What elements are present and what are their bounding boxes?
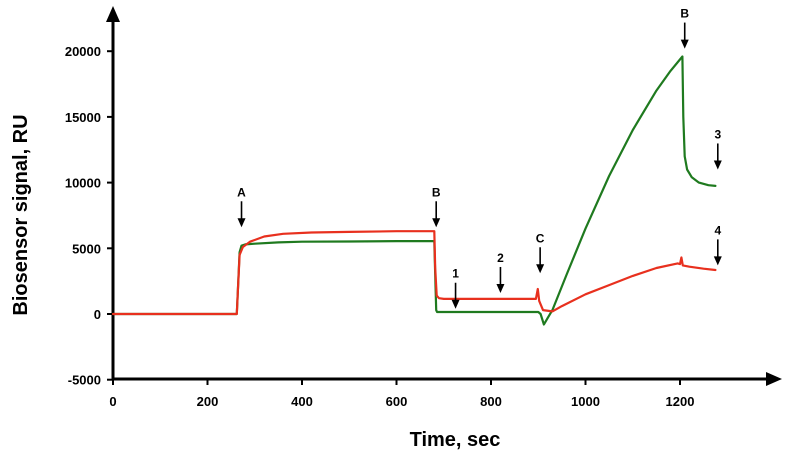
y-axis-arrowhead xyxy=(106,6,120,22)
annotation-label: 4 xyxy=(714,223,721,237)
annotation-4: 2 xyxy=(496,251,505,293)
x-tick-label: 600 xyxy=(386,394,408,409)
annotations: A B 1 2 C B 3 4 xyxy=(237,7,722,309)
y-tick-label: 10000 xyxy=(65,176,101,191)
x-tick-label: 200 xyxy=(197,394,219,409)
annotation-arrowhead xyxy=(496,283,505,293)
annotation-arrowhead xyxy=(432,218,441,228)
y-tick-label: -5000 xyxy=(68,373,101,388)
x-tick-label: 1000 xyxy=(571,394,600,409)
y-axis-title: Biosensor signal, RU xyxy=(10,114,32,315)
annotation-arrowhead xyxy=(713,160,722,170)
annotation-7: 3 xyxy=(713,127,722,170)
x-tick-label: 0 xyxy=(109,394,116,409)
ticks: 0 200 400 600 800 1000 1200 -5000 0 5000 10000 1500… xyxy=(65,44,695,409)
annotation-label: C xyxy=(536,231,545,245)
annotation-arrowhead xyxy=(713,256,722,266)
annotation-label: 2 xyxy=(497,251,504,265)
annotation-label: 1 xyxy=(452,267,459,281)
annotation-arrowhead xyxy=(680,39,689,49)
annotation-1: A xyxy=(237,185,246,228)
annotation-label: A xyxy=(237,185,246,199)
x-axis-title: Time, sec xyxy=(410,429,501,451)
x-axis-arrowhead xyxy=(766,372,782,386)
y-tick-label: 5000 xyxy=(72,241,101,256)
annotation-arrowhead xyxy=(451,299,460,309)
y-tick-label: 20000 xyxy=(65,44,101,59)
annotation-label: B xyxy=(680,7,689,21)
annotation-label: 3 xyxy=(714,127,721,141)
x-tick-label: 1200 xyxy=(666,394,695,409)
annotation-2: B xyxy=(432,185,441,228)
x-tick-label: 400 xyxy=(291,394,313,409)
y-tick-label: 15000 xyxy=(65,110,101,125)
series xyxy=(111,55,717,326)
series-line-1 xyxy=(111,55,717,326)
annotation-arrowhead xyxy=(237,218,246,228)
annotation-label: B xyxy=(432,185,441,199)
annotation-5: C xyxy=(536,231,545,274)
annotation-arrowhead xyxy=(536,264,545,274)
annotation-8: 4 xyxy=(713,223,722,266)
x-tick-label: 800 xyxy=(480,394,502,409)
axes xyxy=(106,6,782,386)
annotation-6: B xyxy=(680,7,689,49)
series-line-2 xyxy=(111,230,717,316)
annotation-3: 1 xyxy=(451,267,460,309)
y-tick-label: 0 xyxy=(94,307,101,322)
